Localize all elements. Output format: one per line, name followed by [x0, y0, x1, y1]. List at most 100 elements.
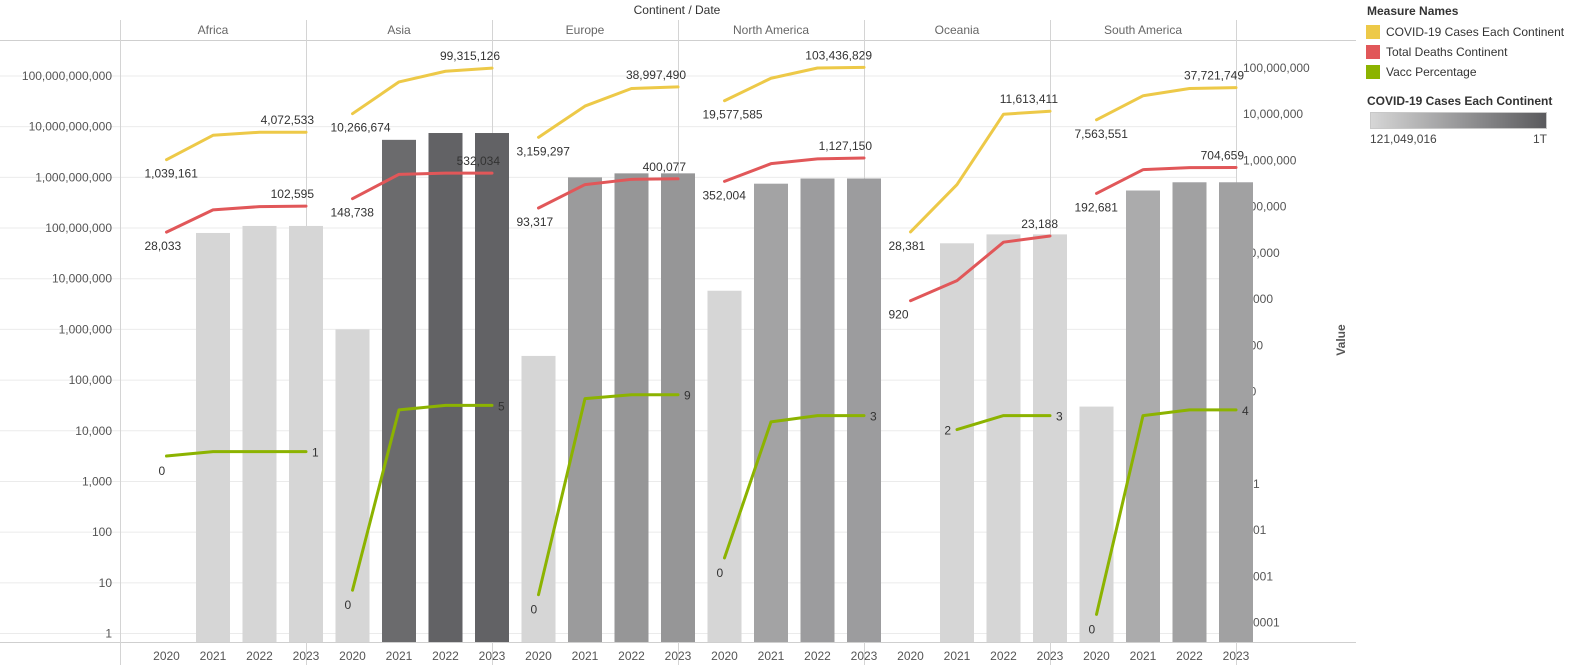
data-label: 28,033	[145, 239, 182, 253]
line-vacc-percentage-europe	[537, 393, 680, 597]
bar-oceania-2021	[940, 243, 974, 643]
x-tick-label: 2022	[804, 649, 831, 663]
x-tick-label: 2023	[479, 649, 506, 663]
legend-swatch-vacc	[1366, 65, 1380, 79]
bar-asia-2023	[475, 133, 509, 642]
legend-item-vacc[interactable]: Vacc Percentage	[1366, 62, 1581, 82]
line-vacc-percentage-asia	[351, 403, 494, 592]
data-label: 3,159,297	[517, 144, 571, 158]
legend-swatch-cases	[1366, 25, 1380, 39]
data-label: 1,127,150	[819, 139, 873, 153]
legend-label-deaths: Total Deaths Continent	[1386, 45, 1508, 59]
data-label: 0	[345, 598, 352, 612]
data-label: 0	[159, 464, 166, 478]
x-tick-label: 2023	[1223, 649, 1250, 663]
y-tick-label: 10,000,000,000	[29, 120, 113, 134]
y-tick-label: 100,000,000,000	[22, 69, 112, 83]
y-tick-label: 1	[105, 627, 112, 641]
data-label: 0	[1089, 622, 1096, 636]
x-tick-label: 2020	[1083, 649, 1110, 663]
data-label: 19,577,585	[703, 108, 763, 122]
x-tick-label: 2021	[572, 649, 599, 663]
bar-africa-2022	[242, 225, 277, 642]
bar-oceania-2023	[1033, 234, 1067, 643]
data-label: 352,004	[703, 188, 747, 202]
panel-label-asia: Asia	[387, 23, 411, 37]
panel-label-north-america: North America	[733, 23, 809, 37]
x-tick-label: 2022	[618, 649, 645, 663]
y-tick-label: 10	[99, 576, 113, 590]
bar-south-america-2020	[1079, 406, 1114, 642]
x-tick-label: 2020	[711, 649, 738, 663]
legend-item-deaths[interactable]: Total Deaths Continent	[1366, 42, 1581, 62]
x-tick-label: 2021	[200, 649, 227, 663]
data-label: 99,315,126	[440, 49, 500, 63]
chart-title: Continent / Date	[634, 3, 721, 17]
x-tick-label: 2021	[944, 649, 971, 663]
bar-europe-2020	[521, 355, 556, 642]
x-tick-label: 2022	[246, 649, 273, 663]
bar-north-america-2023	[847, 178, 881, 642]
x-tick-label: 2021	[758, 649, 785, 663]
legend-item-cases[interactable]: COVID-19 Cases Each Continent	[1366, 22, 1581, 42]
panel-label-africa: Africa	[198, 23, 229, 37]
data-label: 93,317	[517, 215, 554, 229]
y2-axis-title: Value	[1334, 324, 1348, 356]
data-label: 1,039,161	[145, 167, 199, 181]
line-vacc-percentage-south-america	[1095, 408, 1238, 616]
legend-title: Measure Names	[1367, 4, 1459, 18]
line-covid-19-cases-each-continent-europe	[537, 85, 680, 139]
data-label: 192,681	[1075, 200, 1119, 214]
y-tick-label: 1,000	[82, 474, 112, 488]
bar-europe-2023	[661, 173, 695, 642]
x-tick-label: 2021	[386, 649, 413, 663]
y-tick-label: 10,000	[75, 424, 112, 438]
bar-oceania-2022	[986, 234, 1021, 643]
bar-north-america-2021	[754, 183, 788, 643]
x-tick-label: 2022	[1176, 649, 1203, 663]
y-tick-label: 100,000	[69, 373, 113, 387]
data-label: 3	[870, 410, 877, 424]
line-total-deaths-continent-africa	[165, 204, 308, 234]
line-total-deaths-continent-south-america	[1095, 165, 1238, 195]
panel-label-europe: Europe	[566, 23, 605, 37]
line-total-deaths-continent-north-america	[723, 156, 866, 183]
color-scale-labels: 121,049,016 1T	[1370, 132, 1547, 146]
line-vacc-percentage-africa	[165, 450, 308, 458]
data-label: 102,595	[271, 187, 315, 201]
x-tick-label: 2023	[665, 649, 692, 663]
data-label: 0	[717, 566, 724, 580]
x-tick-label: 2022	[432, 649, 459, 663]
line-covid-19-cases-each-continent-africa	[165, 130, 308, 162]
bar-asia-2020	[335, 329, 370, 642]
y-tick-label: 10,000,000	[52, 272, 112, 286]
data-label: 920	[889, 308, 909, 322]
panel-label-south-america: South America	[1104, 23, 1182, 37]
y-tick-label: 1,000,000,000	[35, 170, 112, 184]
y2-tick-label: 1,000,000	[1243, 153, 1297, 167]
data-label: 9	[684, 389, 691, 403]
line-total-deaths-continent-oceania	[909, 234, 1052, 303]
color-scale-max: 1T	[1532, 132, 1547, 146]
data-label: 400,077	[643, 160, 687, 174]
data-label: 4,072,533	[261, 113, 315, 127]
x-tick-label: 2020	[339, 649, 366, 663]
data-label: 3	[1056, 410, 1063, 424]
data-label: 37,721,749	[1184, 69, 1244, 83]
data-label: 38,997,490	[626, 68, 686, 82]
data-label: 7,563,551	[1075, 127, 1129, 141]
y2-tick-label: 100,000,000	[1243, 61, 1310, 75]
panel-label-oceania: Oceania	[935, 23, 980, 37]
data-label: 5	[498, 399, 505, 413]
y-tick-label: 100	[92, 525, 112, 539]
data-label: 10,266,674	[331, 121, 391, 135]
data-label: 704,659	[1201, 148, 1245, 162]
data-label: 11,613,411	[1000, 92, 1059, 106]
y2-tick-label: 100,000	[1243, 200, 1287, 214]
bar-africa-2023	[289, 225, 323, 642]
x-tick-label: 2020	[525, 649, 552, 663]
line-vacc-percentage-north-america	[723, 414, 866, 560]
color-scale-gradient	[1370, 112, 1547, 129]
data-label: 148,738	[331, 206, 375, 220]
